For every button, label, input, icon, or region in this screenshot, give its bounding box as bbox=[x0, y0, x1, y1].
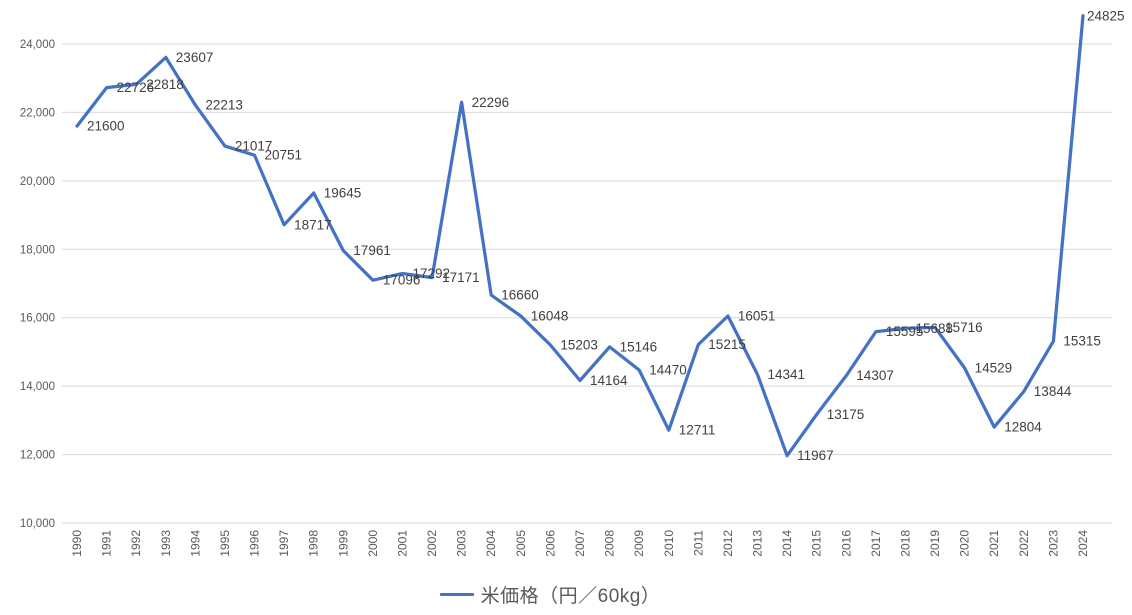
y-axis-label-22000: 22,000 bbox=[20, 107, 55, 119]
data-label-2001: 17292 bbox=[413, 266, 451, 281]
y-axis-label-20000: 20,000 bbox=[20, 176, 55, 188]
data-label-1993: 23607 bbox=[176, 50, 214, 65]
x-axis-label-1994: 1994 bbox=[188, 530, 202, 557]
x-axis-label-1995: 1995 bbox=[218, 530, 232, 557]
x-axis-label-2001: 2001 bbox=[396, 530, 410, 557]
x-axis-label-1999: 1999 bbox=[336, 530, 350, 557]
x-axis-label-2005: 2005 bbox=[514, 530, 528, 557]
x-axis-label-1992: 1992 bbox=[129, 530, 143, 557]
data-label-2017: 15595 bbox=[886, 324, 924, 339]
x-axis-label-1993: 1993 bbox=[159, 530, 173, 557]
data-label-1996: 20751 bbox=[265, 148, 303, 163]
x-axis-label-1991: 1991 bbox=[100, 530, 114, 557]
x-axis-label-1990: 1990 bbox=[70, 530, 84, 557]
x-axis-label-1998: 1998 bbox=[307, 530, 321, 557]
y-axis-label-12000: 12,000 bbox=[20, 450, 55, 462]
data-label-2024: 24825 bbox=[1087, 8, 1125, 23]
data-label-1997: 18717 bbox=[294, 217, 332, 232]
x-axis-label-2022: 2022 bbox=[1017, 530, 1031, 557]
data-label-2021: 12804 bbox=[1004, 420, 1042, 435]
data-label-1992: 22818 bbox=[146, 77, 184, 92]
data-label-2008: 15146 bbox=[620, 339, 658, 354]
x-axis-label-2013: 2013 bbox=[751, 530, 765, 557]
x-axis-label-2010: 2010 bbox=[662, 530, 676, 557]
data-label-1991: 22726 bbox=[117, 80, 155, 95]
x-axis-label-2015: 2015 bbox=[810, 530, 824, 557]
data-label-2005: 16048 bbox=[531, 309, 569, 324]
x-axis-label-2011: 2011 bbox=[691, 530, 705, 556]
data-label-1994: 22213 bbox=[205, 98, 243, 113]
data-label-2022: 13844 bbox=[1034, 384, 1072, 399]
data-label-2006: 15203 bbox=[560, 338, 598, 353]
x-axis-label-2009: 2009 bbox=[632, 530, 646, 557]
x-axis-label-2020: 2020 bbox=[958, 530, 972, 557]
data-label-2018: 15688 bbox=[916, 321, 954, 336]
data-label-2003: 22296 bbox=[472, 95, 510, 110]
x-axis-label-2007: 2007 bbox=[573, 530, 587, 557]
x-axis-label-1996: 1996 bbox=[248, 530, 262, 557]
data-label-2015: 13175 bbox=[827, 407, 865, 422]
data-label-1990: 21600 bbox=[87, 119, 125, 134]
x-axis-label-2003: 2003 bbox=[455, 530, 469, 557]
data-label-2014: 11967 bbox=[797, 448, 834, 463]
data-label-2011: 15215 bbox=[708, 337, 746, 352]
data-label-2013: 14341 bbox=[768, 367, 806, 382]
x-axis-label-2019: 2019 bbox=[928, 530, 942, 557]
x-axis-label-2002: 2002 bbox=[425, 530, 439, 557]
x-axis-label-2021: 2021 bbox=[987, 530, 1001, 557]
x-axis-label-2000: 2000 bbox=[366, 530, 380, 557]
data-label-2000: 17096 bbox=[383, 273, 421, 288]
x-axis-label-2008: 2008 bbox=[603, 530, 617, 557]
x-axis-label-1997: 1997 bbox=[277, 530, 291, 557]
x-axis-label-2017: 2017 bbox=[869, 530, 883, 557]
series-line-rice-price bbox=[75, 14, 1085, 458]
x-axis-label-2012: 2012 bbox=[721, 530, 735, 557]
y-axis-label-10000: 10,000 bbox=[20, 518, 55, 530]
data-label-2004: 16660 bbox=[501, 288, 539, 303]
x-axis-label-2018: 2018 bbox=[899, 530, 913, 557]
data-label-2010: 12711 bbox=[679, 423, 716, 438]
data-label-2007: 14164 bbox=[590, 373, 628, 388]
x-axis-label-2014: 2014 bbox=[780, 530, 794, 557]
x-axis-label-2006: 2006 bbox=[543, 530, 557, 557]
data-label-2020: 14529 bbox=[975, 361, 1013, 376]
x-axis-label-2004: 2004 bbox=[484, 530, 498, 557]
data-label-1998: 19645 bbox=[324, 186, 362, 201]
data-label-2019: 15716 bbox=[945, 320, 983, 335]
x-axis-label-2023: 2023 bbox=[1046, 530, 1060, 557]
y-axis-label-24000: 24,000 bbox=[20, 39, 55, 51]
data-label-2009: 14470 bbox=[649, 363, 687, 378]
y-axis-label-14000: 14,000 bbox=[20, 381, 55, 393]
data-label-1995: 21017 bbox=[235, 139, 273, 154]
y-axis-label-16000: 16,000 bbox=[20, 313, 55, 325]
data-label-2012: 16051 bbox=[738, 309, 776, 324]
data-label-2016: 14307 bbox=[856, 368, 894, 383]
x-axis-label-2024: 2024 bbox=[1076, 530, 1090, 557]
data-label-2002: 17171 bbox=[442, 270, 480, 285]
data-label-2023: 15315 bbox=[1063, 334, 1101, 349]
y-axis-label-18000: 18,000 bbox=[20, 244, 55, 256]
data-label-1999: 17961 bbox=[353, 243, 391, 258]
x-axis-label-2016: 2016 bbox=[839, 530, 853, 557]
